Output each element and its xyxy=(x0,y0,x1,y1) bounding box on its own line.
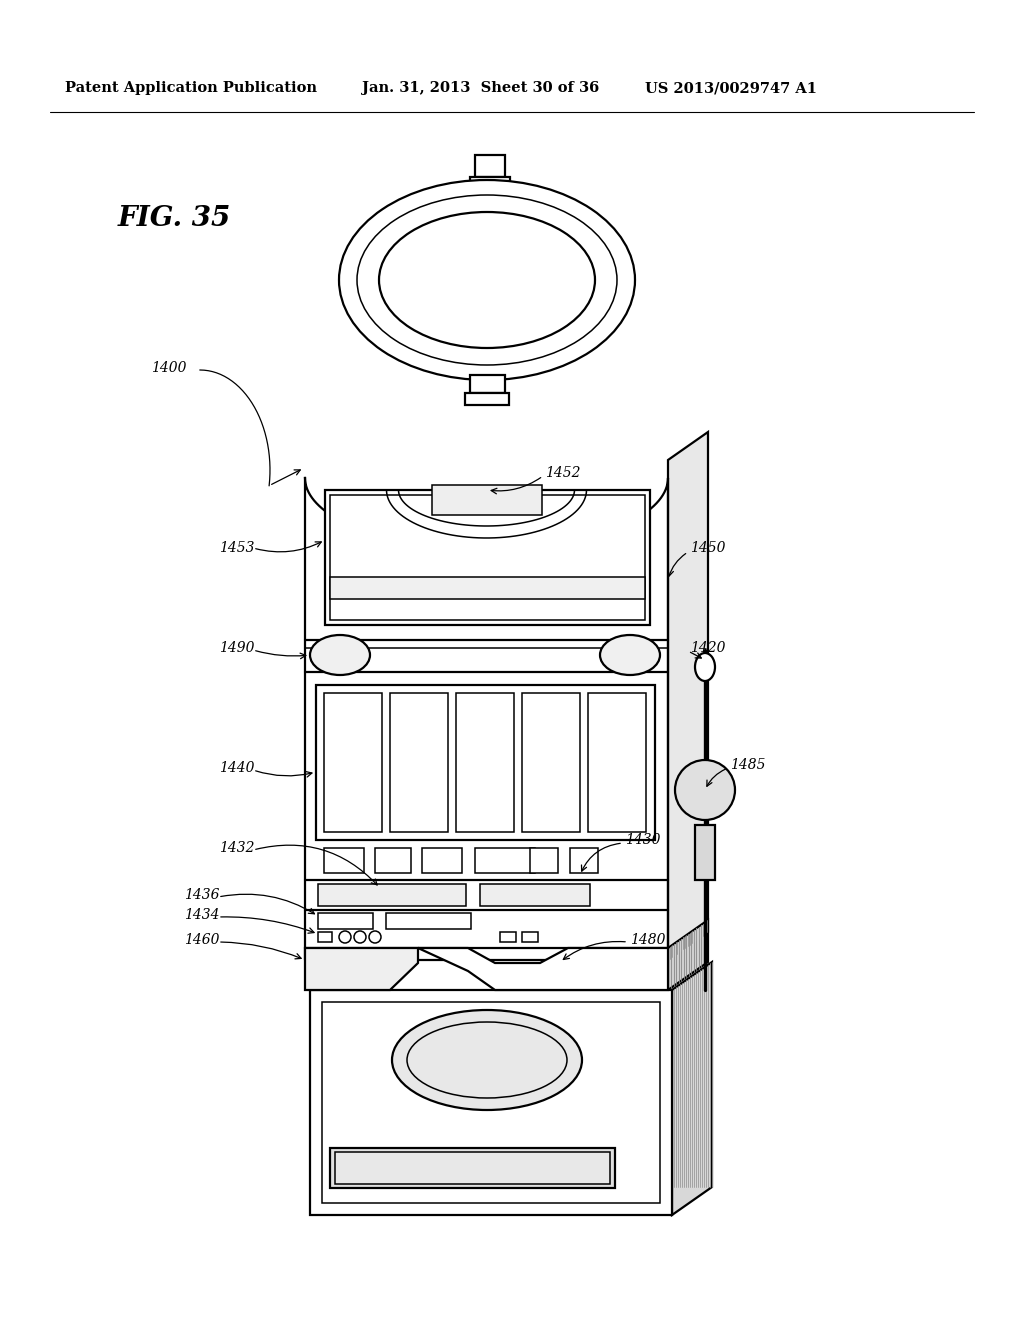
Ellipse shape xyxy=(675,760,735,820)
Bar xyxy=(330,577,645,599)
Bar xyxy=(316,685,655,840)
Bar xyxy=(318,932,332,942)
Text: 1453: 1453 xyxy=(219,541,255,554)
Polygon shape xyxy=(672,962,712,1214)
Ellipse shape xyxy=(379,213,595,348)
Bar xyxy=(695,825,715,880)
Bar xyxy=(470,177,510,191)
Bar xyxy=(422,847,462,873)
Bar xyxy=(588,693,646,832)
Text: 1436: 1436 xyxy=(184,888,220,902)
Bar xyxy=(570,847,598,873)
Ellipse shape xyxy=(339,931,351,942)
Text: 1460: 1460 xyxy=(184,933,220,946)
Ellipse shape xyxy=(407,1022,567,1098)
Text: 1430: 1430 xyxy=(625,833,660,847)
Bar xyxy=(375,847,411,873)
Text: 1432: 1432 xyxy=(219,841,255,855)
Bar xyxy=(431,484,542,515)
Bar xyxy=(310,990,672,1214)
Bar xyxy=(480,884,590,906)
Text: 1490: 1490 xyxy=(219,642,255,655)
Bar xyxy=(335,1152,610,1184)
Ellipse shape xyxy=(695,653,715,681)
Ellipse shape xyxy=(600,635,660,675)
Bar xyxy=(522,693,580,832)
Bar xyxy=(318,884,466,906)
Text: 1440: 1440 xyxy=(219,762,255,775)
Text: 1420: 1420 xyxy=(690,642,725,655)
Bar xyxy=(325,490,650,624)
Polygon shape xyxy=(668,432,708,960)
Text: Patent Application Publication: Patent Application Publication xyxy=(65,81,317,95)
Text: 1450: 1450 xyxy=(690,541,725,554)
Bar xyxy=(500,932,516,942)
Bar xyxy=(465,393,509,405)
Text: 1434: 1434 xyxy=(184,908,220,921)
Text: 1400: 1400 xyxy=(152,360,187,375)
Bar xyxy=(330,1148,615,1188)
Ellipse shape xyxy=(392,1010,582,1110)
Ellipse shape xyxy=(339,180,635,380)
Bar xyxy=(456,693,514,832)
Polygon shape xyxy=(305,948,418,990)
Bar xyxy=(322,1002,660,1203)
Text: US 2013/0029747 A1: US 2013/0029747 A1 xyxy=(645,81,817,95)
Polygon shape xyxy=(668,920,708,990)
Text: 1480: 1480 xyxy=(630,933,666,946)
Bar xyxy=(522,932,538,942)
Bar xyxy=(470,375,505,393)
Bar xyxy=(475,154,505,177)
Bar xyxy=(386,913,471,929)
Text: FIG. 35: FIG. 35 xyxy=(118,205,231,231)
Bar xyxy=(324,847,364,873)
Bar xyxy=(475,847,535,873)
Ellipse shape xyxy=(357,195,617,366)
Bar xyxy=(330,495,645,620)
Text: Jan. 31, 2013  Sheet 30 of 36: Jan. 31, 2013 Sheet 30 of 36 xyxy=(362,81,599,95)
Bar xyxy=(530,847,558,873)
Bar xyxy=(318,913,373,929)
Text: 1485: 1485 xyxy=(730,758,766,772)
Bar xyxy=(324,693,382,832)
Ellipse shape xyxy=(310,635,370,675)
Ellipse shape xyxy=(369,931,381,942)
Polygon shape xyxy=(418,948,668,990)
Bar xyxy=(390,693,449,832)
Ellipse shape xyxy=(354,931,366,942)
Text: 1452: 1452 xyxy=(545,466,581,480)
